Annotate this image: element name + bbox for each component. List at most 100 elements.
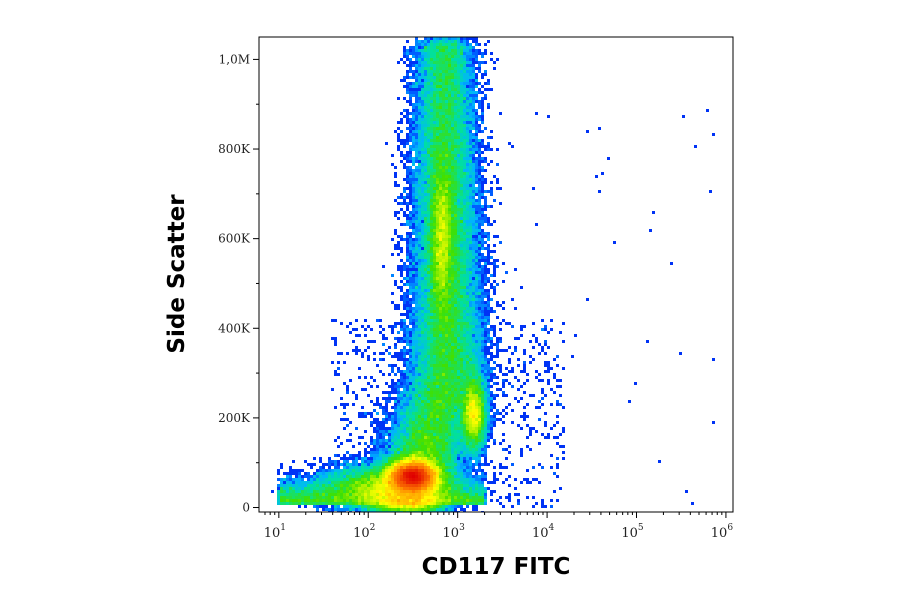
density-cell <box>493 466 496 469</box>
density-cell <box>478 367 481 370</box>
density-cell <box>466 352 469 355</box>
density-cell <box>427 325 430 328</box>
density-cell <box>466 85 469 88</box>
density-cell <box>460 409 463 412</box>
density-cell <box>529 361 532 364</box>
density-cell <box>418 85 421 88</box>
density-cell <box>538 463 541 466</box>
density-cell <box>451 292 454 295</box>
density-cell <box>433 331 436 334</box>
density-cell <box>478 166 481 169</box>
density-cell <box>346 469 349 472</box>
density-cell <box>475 145 478 148</box>
density-cell <box>430 283 433 286</box>
density-cell <box>409 442 412 445</box>
density-cell <box>376 385 379 388</box>
density-cell <box>457 163 460 166</box>
density-cell <box>442 193 445 196</box>
density-cell <box>484 349 487 352</box>
density-cell <box>451 379 454 382</box>
density-cell <box>373 427 376 430</box>
density-cell <box>361 457 364 460</box>
density-cell <box>424 196 427 199</box>
density-cell <box>478 346 481 349</box>
density-cell <box>418 262 421 265</box>
density-cell <box>475 313 478 316</box>
density-cell <box>493 373 496 376</box>
density-cell <box>496 349 499 352</box>
density-cell <box>484 472 487 475</box>
density-cell <box>466 130 469 133</box>
density-cell <box>427 79 430 82</box>
density-cell <box>445 310 448 313</box>
density-cell <box>427 106 430 109</box>
density-cell <box>478 292 481 295</box>
density-cell <box>412 64 415 67</box>
density-cell <box>424 364 427 367</box>
density-cell <box>481 109 484 112</box>
density-cell <box>523 406 526 409</box>
density-cell <box>442 445 445 448</box>
density-cell <box>454 217 457 220</box>
density-cell <box>532 322 535 325</box>
density-cell <box>361 406 364 409</box>
density-cell <box>322 472 325 475</box>
density-cell <box>466 145 469 148</box>
density-cell <box>442 310 445 313</box>
density-cell <box>460 196 463 199</box>
density-cell <box>436 133 439 136</box>
density-cell <box>340 463 343 466</box>
density-cell <box>424 52 427 55</box>
density-cell <box>457 427 460 430</box>
density-cell <box>478 235 481 238</box>
density-cell <box>499 112 502 115</box>
density-cell <box>310 475 313 478</box>
density-cell <box>403 448 406 451</box>
density-cell <box>433 70 436 73</box>
density-cell <box>412 277 415 280</box>
density-cell <box>457 394 460 397</box>
density-cell <box>331 469 334 472</box>
density-cell <box>472 88 475 91</box>
density-cell <box>475 304 478 307</box>
density-cell <box>628 400 631 403</box>
density-cell <box>376 397 379 400</box>
density-cell <box>358 466 361 469</box>
density-cell <box>433 400 436 403</box>
density-cell <box>466 127 469 130</box>
density-cell <box>502 280 505 283</box>
density-cell <box>406 70 409 73</box>
density-cell <box>649 229 652 232</box>
density-cell <box>475 391 478 394</box>
density-cell <box>466 202 469 205</box>
density-cell <box>439 379 442 382</box>
density-cell <box>448 82 451 85</box>
density-cell <box>475 307 478 310</box>
density-cell <box>484 277 487 280</box>
density-cell <box>367 355 370 358</box>
density-cell <box>385 442 388 445</box>
density-cell <box>460 217 463 220</box>
density-cell <box>421 358 424 361</box>
density-cell <box>418 280 421 283</box>
density-cell <box>436 187 439 190</box>
density-cell <box>424 373 427 376</box>
density-cell <box>370 451 373 454</box>
density-cell <box>400 193 403 196</box>
density-cell <box>427 412 430 415</box>
density-cell <box>397 394 400 397</box>
density-cell <box>433 328 436 331</box>
density-cell <box>454 211 457 214</box>
density-cell <box>478 61 481 64</box>
density-cell <box>472 82 475 85</box>
density-cell <box>409 244 412 247</box>
density-cell <box>457 376 460 379</box>
density-cell <box>406 178 409 181</box>
density-cell <box>478 259 481 262</box>
density-cell <box>436 142 439 145</box>
density-cell <box>478 361 481 364</box>
density-cell <box>412 52 415 55</box>
density-cell <box>448 382 451 385</box>
density-cell <box>424 148 427 151</box>
density-cell <box>451 193 454 196</box>
